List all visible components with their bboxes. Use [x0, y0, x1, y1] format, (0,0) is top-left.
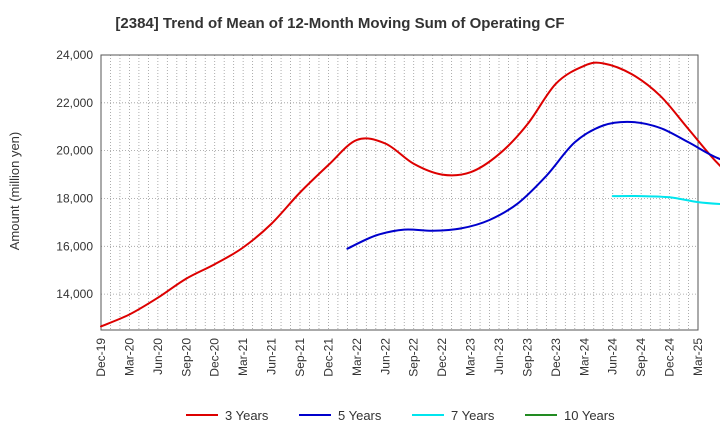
- x-tick-label: Mar-20: [122, 338, 136, 376]
- x-tick-label: Jun-20: [151, 338, 165, 375]
- x-tick-label: Jun-24: [606, 338, 620, 375]
- y-axis-ticks: 14,000 16,000 18,000 20,000 22,000 24,000: [56, 48, 93, 301]
- series-line-7-years: [611, 195, 720, 206]
- plot-border: [100, 54, 699, 331]
- legend: 3 Years 5 Years 7 Years 10 Years: [186, 408, 615, 423]
- x-tick-label: Sep-24: [634, 338, 648, 377]
- x-tick-label: Jun-23: [492, 338, 506, 375]
- grid: [100, 54, 699, 330]
- y-tick-label: 14,000: [56, 287, 93, 301]
- legend-label-10-years: 10 Years: [564, 408, 615, 423]
- y-tick-label: 16,000: [56, 239, 93, 253]
- y-tick-label: 24,000: [56, 48, 93, 62]
- x-tick-label: Sep-21: [293, 338, 307, 377]
- x-tick-label: Mar-24: [577, 338, 591, 376]
- legend-label-5-years: 5 Years: [338, 408, 382, 423]
- x-axis-ticks: Dec-19 Mar-20 Jun-20 Sep-20 Dec-20 Mar-21 Jun-…: [94, 338, 705, 377]
- x-tick-label: Sep-20: [179, 338, 193, 377]
- x-tick-label: Mar-22: [350, 338, 364, 376]
- x-tick-label: Dec-23: [549, 338, 563, 377]
- y-tick-label: 20,000: [56, 144, 93, 158]
- x-tick-label: Dec-22: [435, 338, 449, 377]
- x-tick-label: Mar-23: [464, 338, 478, 376]
- x-tick-label: Mar-21: [236, 338, 250, 376]
- legend-label-3-years: 3 Years: [225, 408, 269, 423]
- x-tick-label: Dec-24: [663, 338, 677, 377]
- chart-title: [2384] Trend of Mean of 12-Month Moving …: [115, 15, 564, 32]
- x-tick-label: Dec-20: [208, 338, 222, 377]
- y-tick-label: 22,000: [56, 96, 93, 110]
- x-tick-label: Sep-22: [407, 338, 421, 377]
- x-tick-label: Mar-25: [691, 338, 705, 376]
- x-tick-label: Dec-21: [321, 338, 335, 377]
- y-tick-label: 18,000: [56, 191, 93, 205]
- x-tick-label: Jun-21: [265, 338, 279, 375]
- x-tick-label: Sep-23: [520, 338, 534, 377]
- series-group: [100, 61, 720, 328]
- series-line-3-years: [100, 61, 720, 328]
- y-axis-label: Amount (million yen): [7, 132, 22, 251]
- legend-label-7-years: 7 Years: [451, 408, 495, 423]
- series-line-5-years: [346, 120, 720, 250]
- x-tick-label: Jun-22: [378, 338, 392, 375]
- x-tick-label: Dec-19: [94, 338, 108, 377]
